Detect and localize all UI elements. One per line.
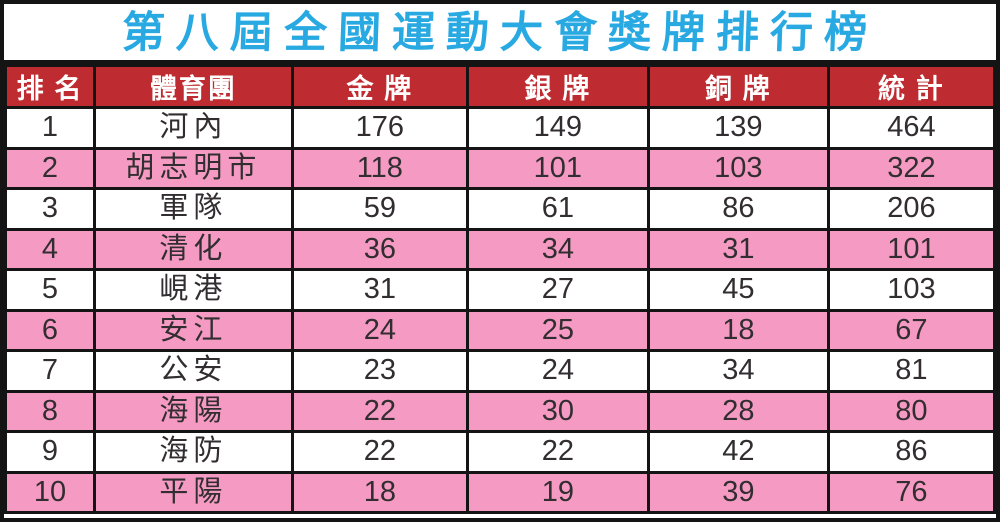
rank-cell: 1: [4, 106, 96, 150]
team-cell: 清化: [93, 227, 294, 271]
title-band: 第八屆全國運動大會獎牌排行榜: [4, 4, 996, 64]
table-row: 9 海防 22 22 42 86: [4, 430, 996, 474]
team-cell: 公安: [93, 349, 294, 393]
silver-cell: 34: [465, 227, 650, 271]
total-cell: 81: [826, 349, 996, 393]
team-cell: 河內: [93, 106, 294, 150]
bronze-cell: 31: [646, 227, 830, 271]
table-row: 6 安江 24 25 18 67: [4, 308, 996, 352]
rank-cell: 9: [4, 430, 96, 474]
silver-cell: 30: [465, 389, 650, 433]
header-bronze: 銅 牌: [646, 64, 830, 109]
total-cell: 86: [826, 430, 996, 474]
header-team: 體育團: [93, 64, 294, 109]
header-row: 排 名 體育團 金 牌 銀 牌 銅 牌 統 計: [4, 64, 996, 109]
team-cell: 峴港: [93, 268, 294, 312]
bronze-cell: 103: [646, 146, 830, 190]
total-cell: 103: [826, 268, 996, 312]
bronze-cell: 139: [646, 106, 830, 150]
rank-cell: 8: [4, 389, 96, 433]
silver-cell: 22: [465, 430, 650, 474]
total-cell: 322: [826, 146, 996, 190]
table-row: 4 清化 36 34 31 101: [4, 227, 996, 271]
header-total: 統 計: [826, 64, 996, 109]
bronze-cell: 18: [646, 308, 830, 352]
bronze-cell: 34: [646, 349, 830, 393]
rank-cell: 6: [4, 308, 96, 352]
gold-cell: 22: [290, 389, 469, 433]
header-gold: 金 牌: [290, 64, 469, 109]
team-cell: 軍隊: [93, 187, 294, 231]
gold-cell: 18: [290, 470, 469, 514]
total-cell: 101: [826, 227, 996, 271]
team-cell: 海陽: [93, 389, 294, 433]
gold-cell: 176: [290, 106, 469, 150]
medal-table-body: 1 河內 176 149 139 464 2 胡志明市 118 101 103 322 3 軍隊 59 61 8…: [4, 106, 996, 514]
table-row: 2 胡志明市 118 101 103 322: [4, 146, 996, 190]
team-cell: 安江: [93, 308, 294, 352]
bronze-cell: 39: [646, 470, 830, 514]
total-cell: 206: [826, 187, 996, 231]
table-row: 8 海陽 22 30 28 80: [4, 389, 996, 433]
total-cell: 76: [826, 470, 996, 514]
header-rank: 排 名: [4, 64, 96, 109]
table-row: 7 公安 23 24 34 81: [4, 349, 996, 393]
table-row: 1 河內 176 149 139 464: [4, 106, 996, 150]
gold-cell: 24: [290, 308, 469, 352]
silver-cell: 101: [465, 146, 650, 190]
bronze-cell: 42: [646, 430, 830, 474]
bronze-cell: 28: [646, 389, 830, 433]
team-cell: 平陽: [93, 470, 294, 514]
gold-cell: 59: [290, 187, 469, 231]
silver-cell: 19: [465, 470, 650, 514]
team-cell: 胡志明市: [93, 146, 294, 190]
rank-cell: 7: [4, 349, 96, 393]
page-title: 第八屆全國運動大會獎牌排行榜: [121, 9, 879, 57]
gold-cell: 36: [290, 227, 469, 271]
total-cell: 80: [826, 389, 996, 433]
total-cell: 464: [826, 106, 996, 150]
silver-cell: 61: [465, 187, 650, 231]
table-row: 5 峴港 31 27 45 103: [4, 268, 996, 312]
silver-cell: 25: [465, 308, 650, 352]
rank-cell: 5: [4, 268, 96, 312]
silver-cell: 149: [465, 106, 650, 150]
bronze-cell: 86: [646, 187, 830, 231]
rank-cell: 2: [4, 146, 96, 190]
table-row: 10 平陽 18 19 39 76: [4, 470, 996, 514]
header-silver: 銀 牌: [465, 64, 650, 109]
rank-cell: 10: [4, 470, 96, 514]
bronze-cell: 45: [646, 268, 830, 312]
gold-cell: 31: [290, 268, 469, 312]
team-cell: 海防: [93, 430, 294, 474]
medal-table: 排 名 體育團 金 牌 銀 牌 銅 牌 統 計 1 河內 176 149 139 464 2…: [4, 64, 996, 514]
gold-cell: 22: [290, 430, 469, 474]
rank-cell: 4: [4, 227, 96, 271]
silver-cell: 24: [465, 349, 650, 393]
gold-cell: 23: [290, 349, 469, 393]
gold-cell: 118: [290, 146, 469, 190]
total-cell: 67: [826, 308, 996, 352]
table-row: 3 軍隊 59 61 86 206: [4, 187, 996, 231]
rank-cell: 3: [4, 187, 96, 231]
silver-cell: 27: [465, 268, 650, 312]
